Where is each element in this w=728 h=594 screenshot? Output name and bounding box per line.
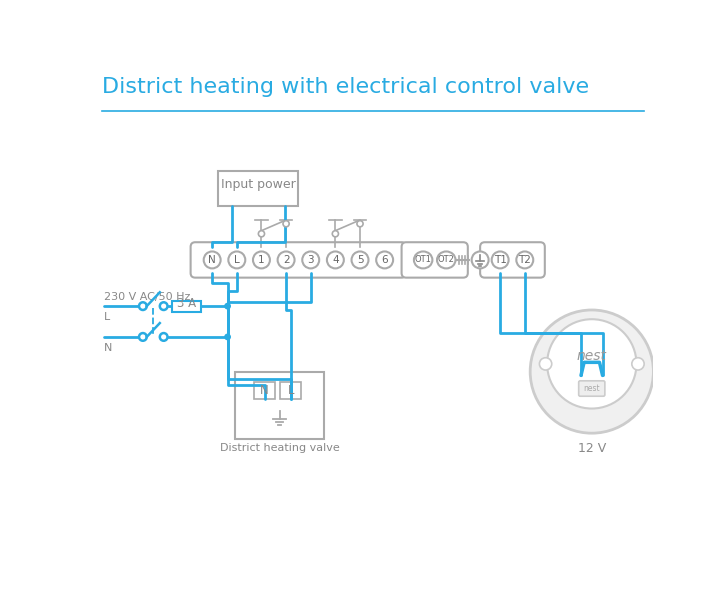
Ellipse shape [253, 251, 270, 268]
Bar [218, 172, 298, 206]
Text: 230 V AC/50 Hz: 230 V AC/50 Hz [104, 292, 191, 302]
Bar [254, 381, 275, 399]
Ellipse shape [414, 251, 432, 268]
Text: 2: 2 [282, 255, 290, 265]
Ellipse shape [277, 251, 295, 268]
Circle shape [632, 358, 644, 370]
Circle shape [160, 333, 167, 341]
Ellipse shape [204, 251, 221, 268]
Text: L: L [234, 255, 240, 265]
Text: nest: nest [577, 349, 606, 363]
FancyBboxPatch shape [402, 242, 468, 277]
Text: District heating with electrical control valve: District heating with electrical control… [102, 77, 589, 97]
Text: nest: nest [583, 384, 600, 393]
Text: N: N [104, 343, 113, 353]
Text: District heating valve: District heating valve [220, 443, 339, 453]
Text: 5: 5 [357, 255, 363, 265]
Ellipse shape [376, 251, 393, 268]
Text: 6: 6 [381, 255, 388, 265]
Circle shape [258, 230, 264, 237]
Text: T2: T2 [518, 255, 531, 265]
FancyBboxPatch shape [579, 381, 605, 396]
Text: L: L [288, 384, 294, 397]
Ellipse shape [472, 251, 488, 268]
Circle shape [547, 319, 636, 409]
FancyBboxPatch shape [480, 242, 545, 277]
Ellipse shape [302, 251, 319, 268]
Ellipse shape [491, 251, 509, 268]
Bar [235, 372, 324, 440]
Text: 3 A: 3 A [177, 297, 196, 310]
Circle shape [530, 310, 654, 433]
Text: OT1: OT1 [415, 255, 432, 264]
Ellipse shape [437, 251, 456, 268]
Circle shape [139, 333, 147, 341]
Text: L: L [104, 312, 111, 323]
Text: N: N [260, 384, 269, 397]
Circle shape [139, 302, 147, 310]
Circle shape [539, 358, 552, 370]
Text: 3: 3 [307, 255, 314, 265]
Ellipse shape [327, 251, 344, 268]
Bar [280, 381, 301, 399]
Text: 4: 4 [332, 255, 339, 265]
Circle shape [283, 220, 289, 227]
Circle shape [160, 302, 167, 310]
Ellipse shape [229, 251, 245, 268]
Circle shape [357, 220, 363, 227]
Bar [172, 301, 201, 311]
Circle shape [225, 304, 230, 309]
Text: OT2: OT2 [438, 255, 455, 264]
Circle shape [332, 230, 339, 237]
Text: T1: T1 [494, 255, 507, 265]
Text: 1: 1 [258, 255, 265, 265]
FancyBboxPatch shape [191, 242, 406, 277]
Text: Input power: Input power [221, 178, 296, 191]
Ellipse shape [352, 251, 368, 268]
Ellipse shape [516, 251, 534, 268]
Circle shape [225, 334, 230, 340]
Text: 12 V: 12 V [577, 443, 606, 456]
Text: N: N [208, 255, 216, 265]
